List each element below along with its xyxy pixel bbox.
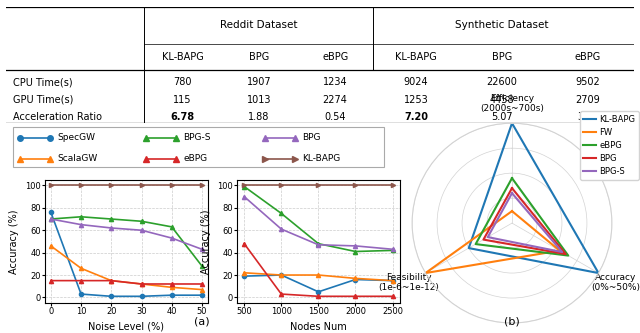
Text: BPG-S: BPG-S [184,133,211,142]
Text: (a): (a) [194,316,209,326]
Text: KL-BAPG: KL-BAPG [302,154,340,163]
Text: 780: 780 [173,77,192,88]
Text: 2709: 2709 [575,95,600,105]
BPG-S [484,235,492,239]
Line: eBPG: eBPG [476,178,568,256]
Text: eBPG: eBPG [184,154,207,163]
Text: BPG: BPG [302,133,321,142]
Text: 6.78: 6.78 [170,112,195,123]
Text: 115: 115 [173,95,192,105]
Text: 1907: 1907 [246,77,271,88]
KL-BAPG [465,246,472,250]
FancyBboxPatch shape [13,127,384,166]
eBPG [508,176,516,180]
Text: 1013: 1013 [246,95,271,105]
eBPG [508,176,516,180]
Text: 9502: 9502 [575,77,600,88]
Text: 2274: 2274 [323,95,348,105]
Text: 9024: 9024 [404,77,429,88]
Text: eBPG: eBPG [575,52,601,62]
Legend: KL-BAPG, FW, eBPG, BPG, BPG-S: KL-BAPG, FW, eBPG, BPG, BPG-S [580,112,639,180]
Text: 1234: 1234 [323,77,348,88]
FW [508,209,516,213]
X-axis label: Noise Level (%): Noise Level (%) [88,322,164,332]
Text: ScalaGW: ScalaGW [58,154,97,163]
Text: (b): (b) [504,316,520,326]
Text: 4458: 4458 [490,95,514,105]
Text: GPU Time(s): GPU Time(s) [13,95,73,105]
Text: eBPG: eBPG [322,52,348,62]
Text: 22600: 22600 [486,77,517,88]
Y-axis label: Accuracy (%): Accuracy (%) [202,209,211,274]
FW [508,209,516,213]
FW [422,271,429,275]
Text: BPG: BPG [249,52,269,62]
BPG [508,186,516,190]
Text: 5.07: 5.07 [491,112,513,123]
Text: 1.88: 1.88 [248,112,269,123]
KL-BAPG [508,121,516,125]
Text: KL-BAPG: KL-BAPG [396,52,437,62]
eBPG [564,254,572,258]
Text: Acceleration Ratio: Acceleration Ratio [13,112,102,123]
Text: 3.51: 3.51 [577,112,598,123]
BPG-S [558,250,566,254]
FW [556,248,563,253]
X-axis label: Nodes Num: Nodes Num [290,322,347,332]
Text: 1253: 1253 [404,95,429,105]
Text: SpecGW: SpecGW [58,133,95,142]
Line: KL-BAPG: KL-BAPG [468,123,598,273]
Y-axis label: Accuracy (%): Accuracy (%) [10,209,19,274]
BPG [479,238,487,242]
BPG-S [508,191,516,195]
Text: Reddit Dataset: Reddit Dataset [220,20,298,30]
Line: BPG-S: BPG-S [488,193,562,252]
Text: 7.20: 7.20 [404,112,428,123]
BPG [508,186,516,190]
KL-BAPG [508,121,516,125]
Text: BPG: BPG [492,52,512,62]
Line: FW: FW [426,211,559,273]
Text: 0.54: 0.54 [324,112,346,123]
eBPG [472,242,479,246]
Text: KL-BAPG: KL-BAPG [162,52,204,62]
Text: CPU Time(s): CPU Time(s) [13,77,72,88]
BPG [562,252,570,256]
Line: BPG: BPG [483,188,566,254]
KL-BAPG [595,271,602,275]
Text: Synthetic Dataset: Synthetic Dataset [455,20,548,30]
BPG-S [508,191,516,195]
